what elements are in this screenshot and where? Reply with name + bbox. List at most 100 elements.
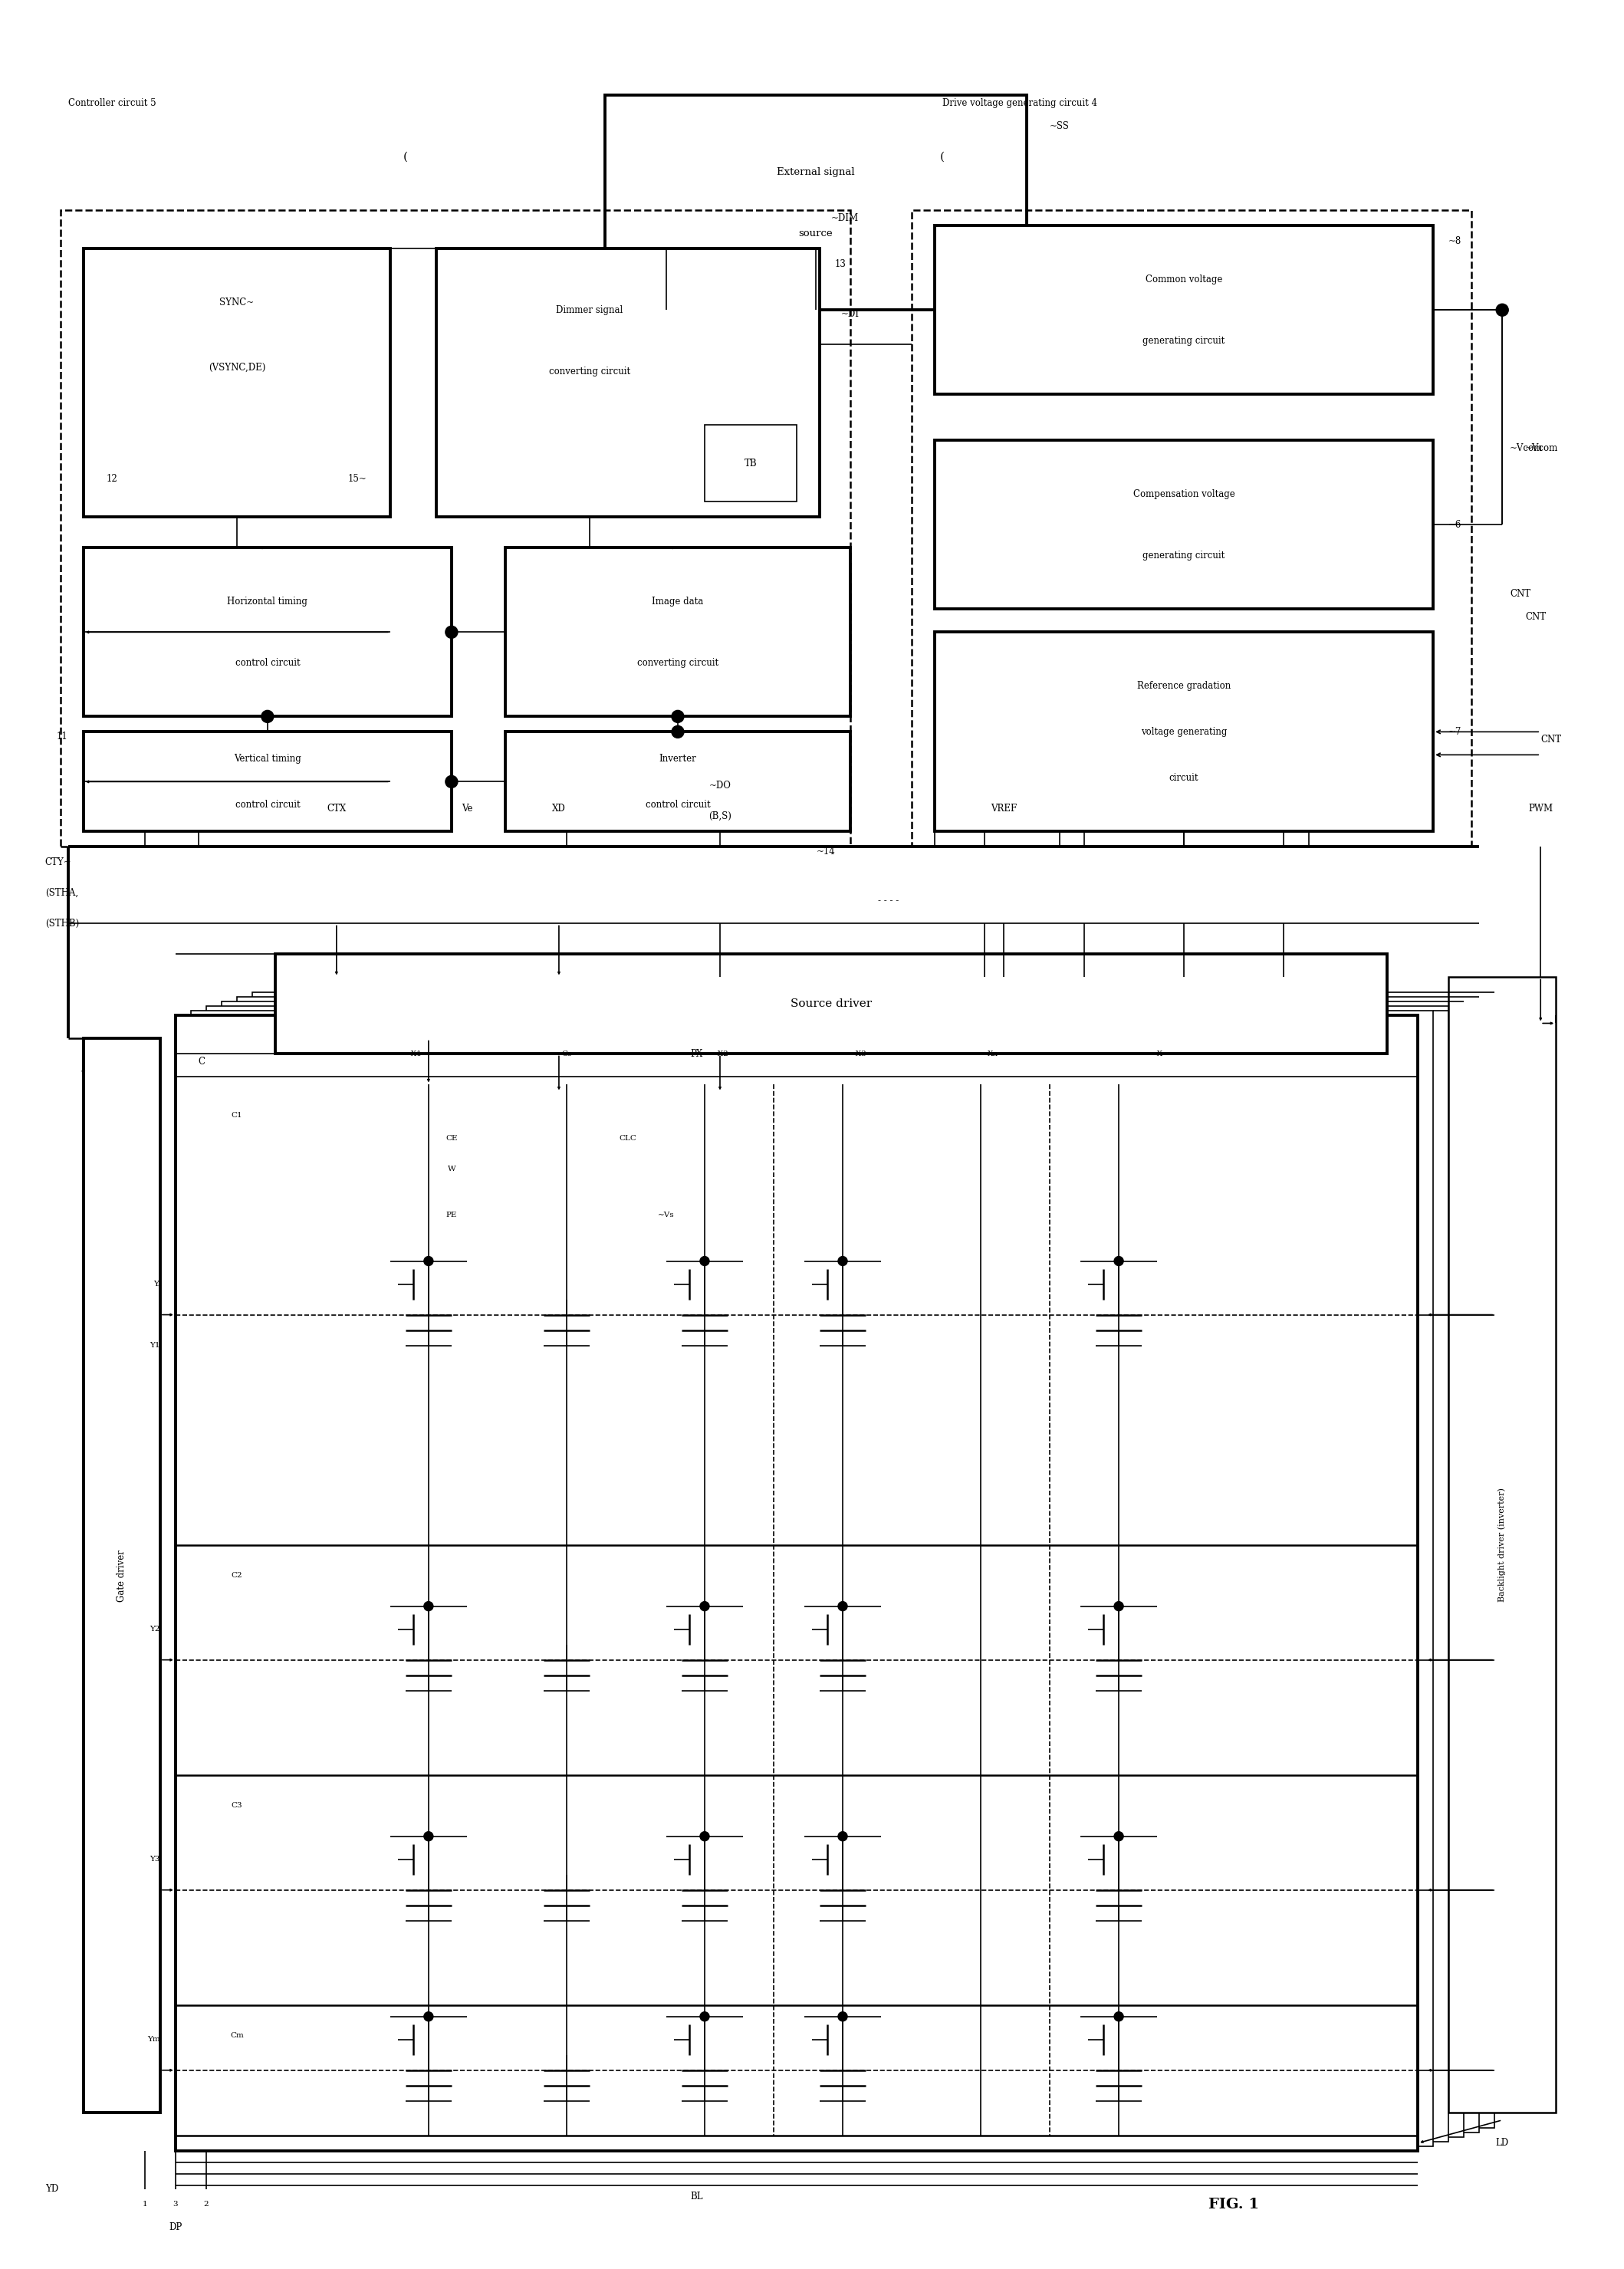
Bar bbox=[705, 424, 797, 501]
Text: ~DIM: ~DIM bbox=[831, 213, 859, 222]
Text: Gate driver: Gate driver bbox=[117, 1550, 127, 1602]
Circle shape bbox=[1114, 2013, 1124, 2022]
Text: Ym: Ym bbox=[148, 2035, 161, 2042]
Text: source: source bbox=[799, 229, 833, 238]
Circle shape bbox=[838, 1257, 848, 1266]
Text: PX: PX bbox=[690, 1048, 703, 1060]
Circle shape bbox=[838, 1602, 848, 1611]
Circle shape bbox=[700, 1257, 710, 1266]
Text: Inverter: Inverter bbox=[659, 753, 697, 765]
Circle shape bbox=[1114, 1831, 1124, 1840]
Text: CNT: CNT bbox=[1510, 588, 1531, 599]
Circle shape bbox=[424, 1831, 434, 1840]
Text: ~X3: ~X3 bbox=[849, 1051, 867, 1057]
Text: (STHA,: (STHA, bbox=[45, 887, 78, 899]
Circle shape bbox=[838, 2013, 848, 2022]
Text: (: ( bbox=[940, 152, 945, 161]
Text: circuit: circuit bbox=[1169, 774, 1199, 783]
Circle shape bbox=[838, 1831, 848, 1840]
Text: ~Vcom: ~Vcom bbox=[1510, 442, 1543, 454]
Bar bbox=[935, 633, 1434, 830]
Text: generating circuit: generating circuit bbox=[1143, 336, 1224, 345]
Text: FIG. 1: FIG. 1 bbox=[1208, 2199, 1259, 2212]
Text: CLC: CLC bbox=[619, 1134, 637, 1141]
Text: Horizontal timing: Horizontal timing bbox=[227, 597, 307, 606]
Text: C3: C3 bbox=[231, 1802, 242, 1808]
Text: ~X: ~X bbox=[1151, 1051, 1163, 1057]
Circle shape bbox=[424, 1602, 434, 1611]
Text: Y.: Y. bbox=[153, 1280, 161, 1287]
Text: 12: 12 bbox=[107, 474, 117, 483]
Circle shape bbox=[445, 626, 458, 638]
Text: Drive voltage generating circuit 4: Drive voltage generating circuit 4 bbox=[942, 98, 1098, 109]
Text: Ve: Ve bbox=[461, 803, 473, 815]
Text: PWM: PWM bbox=[1528, 803, 1553, 815]
Text: PE: PE bbox=[447, 1212, 456, 1218]
Bar bbox=[252, 992, 1494, 2128]
Bar bbox=[83, 733, 451, 830]
Text: VREF: VREF bbox=[991, 803, 1017, 815]
Bar bbox=[83, 547, 451, 717]
Text: 3: 3 bbox=[172, 2201, 179, 2208]
Bar bbox=[83, 250, 390, 517]
Circle shape bbox=[672, 710, 684, 722]
Bar bbox=[83, 1039, 161, 2112]
Text: DP: DP bbox=[169, 2221, 182, 2233]
Text: ~7: ~7 bbox=[1449, 726, 1462, 737]
Text: C2: C2 bbox=[231, 1572, 242, 1579]
Circle shape bbox=[424, 2013, 434, 2022]
Text: voltage generating: voltage generating bbox=[1142, 726, 1228, 737]
Bar bbox=[206, 1007, 1449, 2142]
Text: Xn~: Xn~ bbox=[987, 1051, 1005, 1057]
Text: ~DO: ~DO bbox=[710, 781, 731, 790]
Text: Dimmer signal: Dimmer signal bbox=[555, 304, 624, 315]
Text: Y1: Y1 bbox=[149, 1341, 161, 1348]
Text: CNT: CNT bbox=[1525, 613, 1546, 622]
Text: BL: BL bbox=[690, 2192, 703, 2201]
Text: ~X1: ~X1 bbox=[404, 1051, 422, 1057]
Text: C1: C1 bbox=[231, 1112, 242, 1119]
Text: CE: CE bbox=[445, 1134, 458, 1141]
Text: CNT: CNT bbox=[1541, 735, 1561, 744]
Text: ~X2: ~X2 bbox=[711, 1051, 729, 1057]
Text: Cm: Cm bbox=[231, 2033, 244, 2040]
Circle shape bbox=[424, 1257, 434, 1266]
Text: (B,S): (B,S) bbox=[708, 812, 731, 821]
Circle shape bbox=[672, 726, 684, 737]
Text: Image data: Image data bbox=[651, 597, 703, 606]
Text: (: ( bbox=[403, 152, 408, 161]
Text: (VSYNC,DE): (VSYNC,DE) bbox=[208, 363, 265, 372]
Text: control circuit: control circuit bbox=[645, 799, 710, 810]
Bar bbox=[505, 733, 851, 830]
Circle shape bbox=[1114, 1257, 1124, 1266]
Text: ~Vs: ~Vs bbox=[658, 1212, 674, 1218]
Text: Y3: Y3 bbox=[149, 1856, 161, 1863]
Text: ~Vcom: ~Vcom bbox=[1525, 442, 1559, 454]
Circle shape bbox=[261, 710, 273, 722]
Text: Common voltage: Common voltage bbox=[1145, 275, 1223, 284]
Text: ~SS: ~SS bbox=[1049, 120, 1070, 132]
Bar bbox=[935, 225, 1434, 395]
Text: Compensation voltage: Compensation voltage bbox=[1134, 490, 1234, 499]
Bar bbox=[935, 440, 1434, 608]
Circle shape bbox=[1114, 1602, 1124, 1611]
Text: TB: TB bbox=[744, 458, 757, 467]
Text: generating circuit: generating circuit bbox=[1143, 551, 1224, 560]
Bar bbox=[274, 955, 1387, 1055]
Text: YD: YD bbox=[45, 2185, 58, 2194]
Text: ~6: ~6 bbox=[1449, 520, 1462, 529]
Text: CTX: CTX bbox=[326, 803, 346, 815]
Bar bbox=[60, 211, 851, 846]
Text: 2: 2 bbox=[203, 2201, 208, 2208]
Text: XD: XD bbox=[552, 803, 565, 815]
Bar bbox=[604, 95, 1026, 311]
Bar bbox=[175, 1017, 1418, 2151]
Text: Y2: Y2 bbox=[149, 1627, 161, 1634]
Text: 15~: 15~ bbox=[348, 474, 367, 483]
Text: Cs: Cs bbox=[562, 1051, 572, 1057]
Text: SYNC~: SYNC~ bbox=[219, 297, 253, 306]
Text: (STHB): (STHB) bbox=[45, 919, 80, 928]
Circle shape bbox=[1496, 304, 1509, 315]
Bar bbox=[437, 250, 820, 517]
Bar bbox=[505, 547, 851, 717]
